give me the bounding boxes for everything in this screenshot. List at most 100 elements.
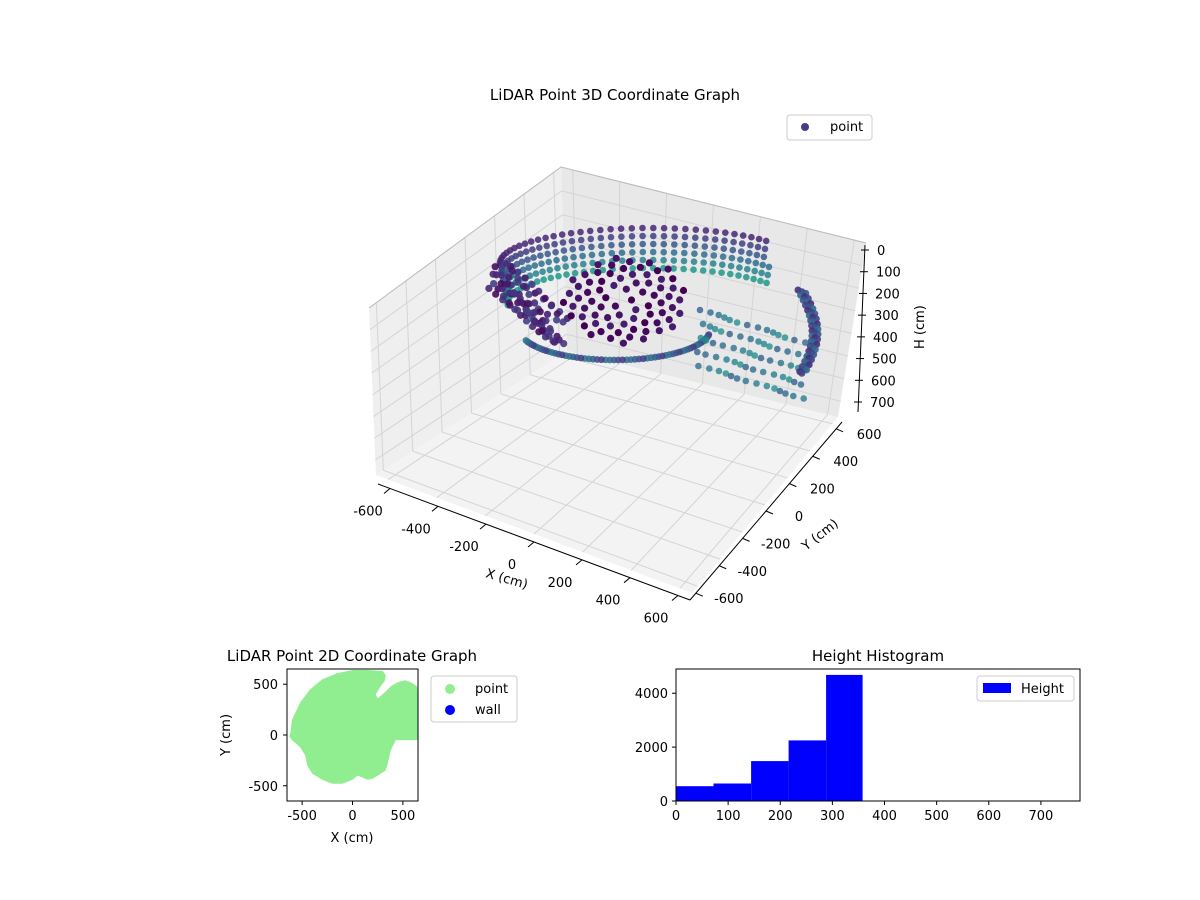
cloud-point (751, 267, 758, 275)
cloud-point (589, 259, 596, 267)
cloud-point (524, 256, 531, 264)
chart-2d-title: LiDAR Point 2D Coordinate Graph (227, 647, 477, 665)
cloud-point (522, 337, 530, 344)
cloud-point (519, 282, 528, 290)
cloud-point (738, 248, 745, 255)
cloud-point (505, 273, 513, 281)
cloud-point (543, 310, 552, 318)
cloud-point (669, 275, 677, 283)
cloud-point (525, 290, 533, 298)
cloud-point (775, 331, 782, 339)
cloud-point (701, 251, 708, 258)
cloud-point (715, 367, 723, 375)
cloud-point (694, 348, 701, 356)
cloud-point (760, 340, 768, 348)
cloud-point (670, 257, 678, 264)
cloud-point (720, 245, 728, 252)
y-gridline (530, 374, 811, 452)
cloud-point (519, 266, 527, 274)
cloud-point (547, 302, 555, 310)
cloud-point (597, 328, 605, 336)
cloud-point (585, 278, 594, 286)
cloud-point (690, 258, 698, 266)
hist-y-tick-label: 2000 (635, 741, 668, 756)
cloud-point (779, 373, 787, 381)
cloud-point (553, 256, 560, 264)
y-gridline-wall (553, 172, 561, 356)
cloud-point (569, 276, 577, 284)
cloud-point (584, 288, 592, 296)
hist-x-tick-label: 0 (672, 809, 680, 824)
cloud-point (628, 225, 636, 232)
cloud-point (492, 290, 500, 298)
cloud-point (553, 316, 561, 324)
legend-height-swatch (983, 683, 1011, 693)
cloud-point (730, 344, 737, 352)
cloud-point (692, 226, 700, 233)
cloud-point (577, 228, 584, 236)
cloud-point (627, 296, 636, 304)
cloud-point (777, 359, 785, 367)
cloud-point (642, 327, 650, 336)
cloud-point (503, 280, 512, 288)
cloud-point (791, 336, 798, 344)
x-tick-label: -200 (449, 540, 479, 555)
cloud-point (618, 249, 626, 256)
cloud-point (574, 282, 583, 290)
z-gridline (375, 333, 841, 461)
cloud-point (537, 252, 544, 259)
x-tick (527, 541, 535, 548)
cloud-point (668, 304, 677, 312)
cloud-point (517, 250, 524, 258)
cloud-point (559, 298, 568, 307)
cloud-point (710, 252, 718, 259)
cloud-point (700, 259, 707, 266)
cloud-point (746, 249, 753, 257)
histogram-bar (751, 761, 789, 801)
cloud-point (512, 252, 519, 260)
cloud-point (800, 395, 807, 402)
cloud-point (660, 240, 668, 248)
cloud-point (610, 281, 618, 290)
cloud-point (596, 286, 604, 294)
x-axis-label-2d: X (cm) (331, 831, 374, 846)
cloud-point (581, 304, 589, 312)
cloud-point (706, 323, 714, 330)
y-tick (835, 428, 844, 433)
y-tick-label: -600 (714, 592, 744, 607)
cloud-point (771, 385, 778, 392)
cloud-point (754, 324, 762, 331)
cloud-point (649, 248, 657, 256)
cloud-point (695, 362, 702, 370)
cloud-point (514, 274, 522, 282)
y-gridline-wall (464, 237, 472, 414)
cloud-point (650, 232, 657, 240)
cloud-point (521, 274, 529, 282)
cloud-point (671, 241, 678, 248)
cloud-point (715, 311, 722, 319)
y-gridline-wall (405, 280, 414, 452)
cloud-point (727, 270, 734, 278)
cloud-point (499, 296, 507, 304)
cloud-point (669, 284, 677, 292)
cloud-point (539, 268, 546, 276)
cloud-point (547, 274, 555, 282)
cloud-point (521, 240, 529, 247)
cloud-point (639, 232, 646, 240)
z-tick-label: 100 (876, 266, 901, 281)
cloud-point (707, 309, 714, 316)
cloud-point (538, 260, 545, 268)
cloud-point (622, 285, 630, 293)
cloud-point (769, 329, 777, 336)
cloud-point (514, 268, 522, 276)
cloud-point (568, 237, 576, 245)
cloud-point (723, 356, 730, 363)
cloud-point (532, 270, 540, 277)
cloud-point (660, 232, 668, 240)
cloud-point (562, 263, 569, 270)
cloud-point (586, 227, 594, 235)
y-axis-label-2d: Y (cm) (219, 714, 234, 757)
cloud-point (579, 252, 586, 260)
cloud-point (699, 267, 707, 274)
